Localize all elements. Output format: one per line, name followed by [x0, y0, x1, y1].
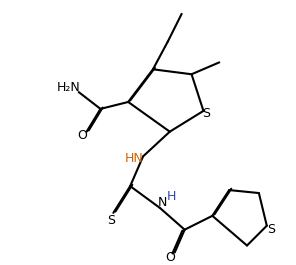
Text: H₂N: H₂N: [57, 81, 81, 94]
Text: O: O: [165, 251, 175, 264]
Text: S: S: [267, 223, 275, 236]
Text: H: H: [167, 189, 176, 202]
Text: N: N: [158, 196, 168, 209]
Text: S: S: [107, 214, 115, 227]
Text: HN: HN: [125, 152, 144, 165]
Text: S: S: [202, 107, 210, 120]
Text: O: O: [78, 129, 88, 142]
